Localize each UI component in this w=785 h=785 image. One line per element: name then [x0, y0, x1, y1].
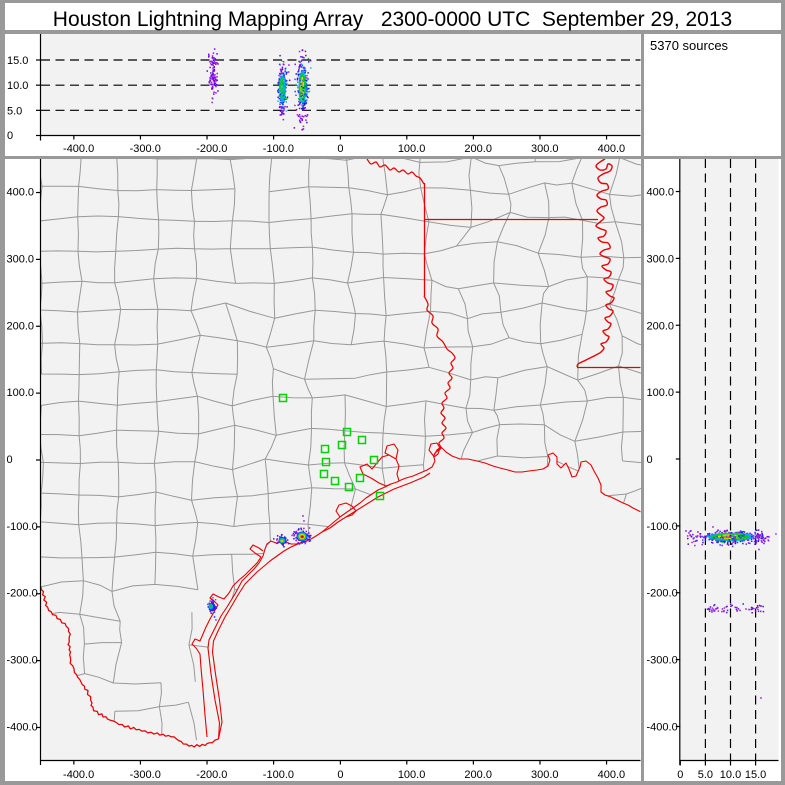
svg-text:0: 0 — [337, 769, 343, 781]
svg-text:300.0: 300.0 — [7, 253, 35, 265]
svg-text:-400.0: -400.0 — [7, 721, 38, 733]
svg-text:400.0: 400.0 — [598, 769, 626, 781]
svg-text:400.0: 400.0 — [647, 187, 675, 199]
svg-text:5370 sources: 5370 sources — [650, 38, 729, 53]
svg-text:0: 0 — [7, 130, 13, 142]
svg-text:-300.0: -300.0 — [7, 655, 38, 667]
svg-text:200.0: 200.0 — [464, 143, 492, 155]
svg-text:100.0: 100.0 — [398, 769, 426, 781]
svg-text:-300.0: -300.0 — [130, 769, 161, 781]
svg-text:10.0: 10.0 — [7, 80, 28, 92]
svg-text:15.0: 15.0 — [745, 769, 766, 781]
svg-text:-400.0: -400.0 — [63, 143, 94, 155]
svg-text:-200.0: -200.0 — [647, 588, 678, 600]
svg-text:-200.0: -200.0 — [196, 143, 227, 155]
svg-text:-100.0: -100.0 — [647, 521, 678, 533]
svg-text:-300.0: -300.0 — [647, 655, 678, 667]
svg-text:0: 0 — [677, 769, 683, 781]
svg-text:5.0: 5.0 — [698, 769, 713, 781]
svg-text:100.0: 100.0 — [647, 387, 675, 399]
svg-text:0: 0 — [7, 454, 13, 466]
svg-text:-100.0: -100.0 — [263, 143, 294, 155]
svg-text:-200.0: -200.0 — [7, 588, 38, 600]
svg-text:-400.0: -400.0 — [647, 721, 678, 733]
svg-text:200.0: 200.0 — [647, 320, 675, 332]
svg-text:15.0: 15.0 — [7, 55, 28, 67]
svg-text:10.0: 10.0 — [720, 769, 741, 781]
svg-text:Houston Lightning Mapping Arra: Houston Lightning Mapping Array 2300-000… — [53, 8, 732, 31]
svg-text:400.0: 400.0 — [598, 143, 626, 155]
svg-text:-100.0: -100.0 — [263, 769, 294, 781]
svg-text:-200.0: -200.0 — [196, 769, 227, 781]
svg-text:-400.0: -400.0 — [63, 769, 94, 781]
svg-text:0: 0 — [647, 454, 653, 466]
svg-text:200.0: 200.0 — [7, 320, 35, 332]
svg-text:-100.0: -100.0 — [7, 521, 38, 533]
svg-text:100.0: 100.0 — [398, 143, 426, 155]
svg-text:0: 0 — [337, 143, 343, 155]
svg-text:100.0: 100.0 — [7, 387, 35, 399]
svg-text:5.0: 5.0 — [7, 105, 22, 117]
svg-text:300.0: 300.0 — [647, 253, 675, 265]
svg-text:-300.0: -300.0 — [130, 143, 161, 155]
svg-text:300.0: 300.0 — [531, 143, 559, 155]
svg-text:200.0: 200.0 — [464, 769, 492, 781]
svg-text:400.0: 400.0 — [7, 187, 35, 199]
svg-text:300.0: 300.0 — [531, 769, 559, 781]
